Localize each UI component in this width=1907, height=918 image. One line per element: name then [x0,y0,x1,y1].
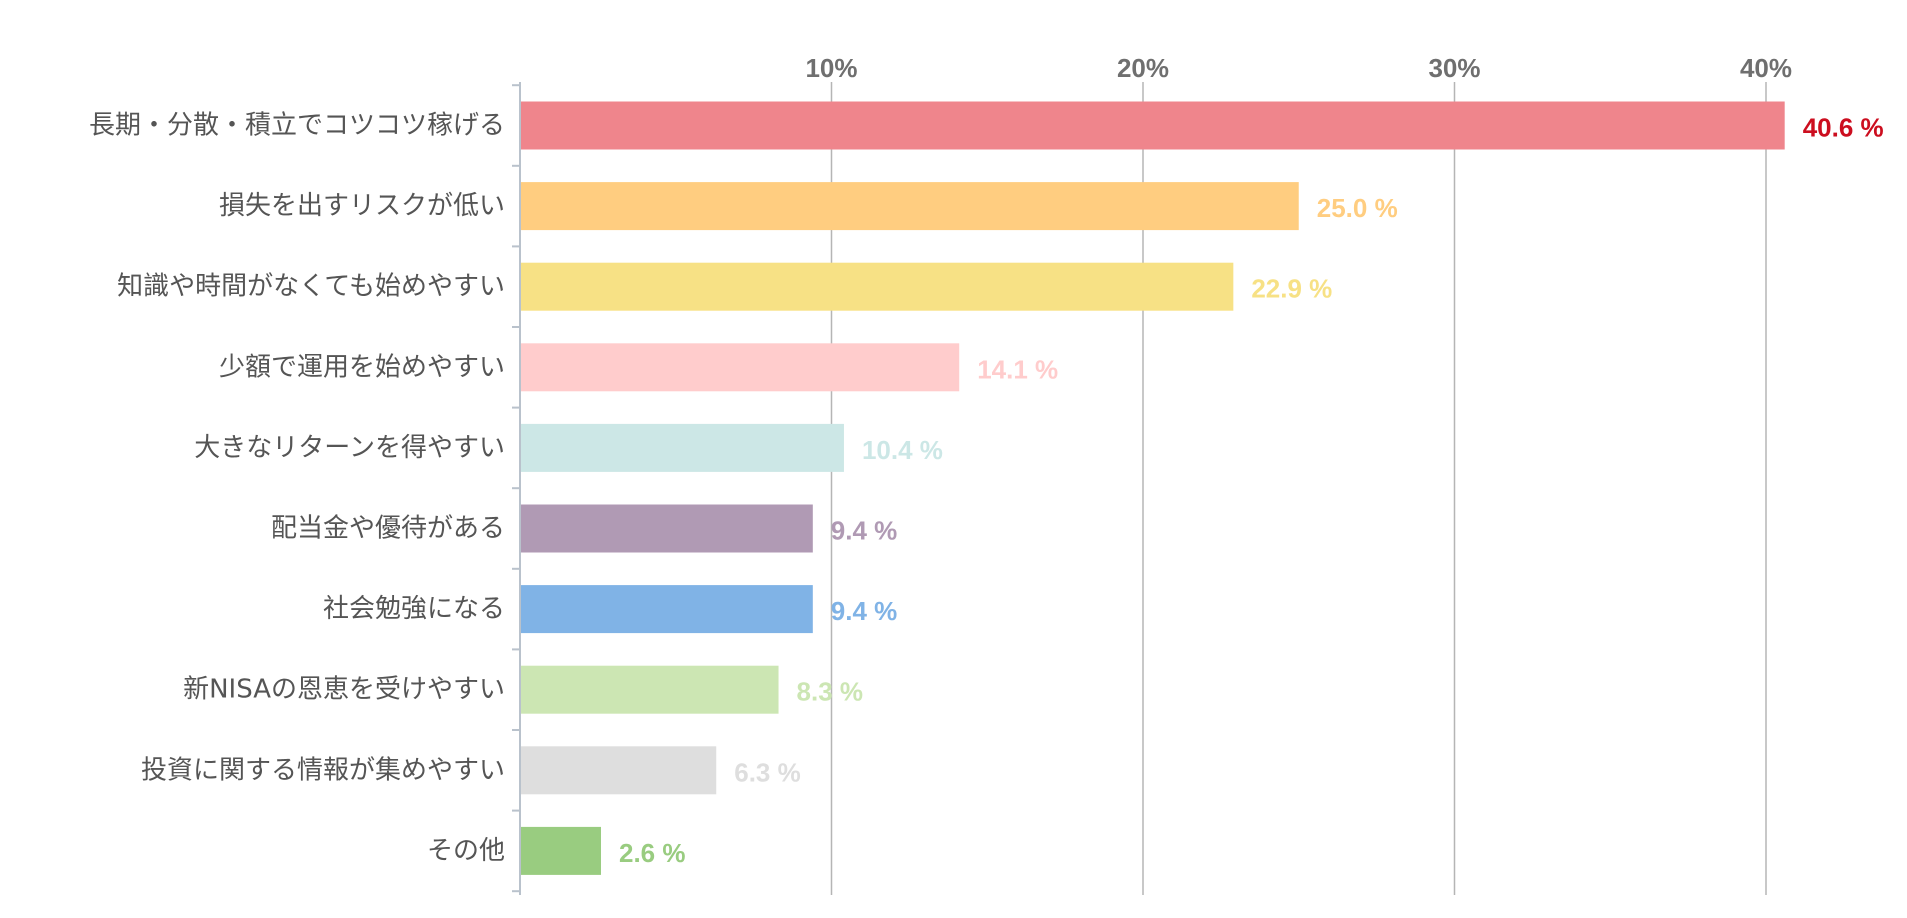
value-label: 2.6 % [619,838,686,868]
category-label: 配当金や優待がある [271,514,505,544]
category-label: 知識や時間がなくても始めやすい [117,272,505,302]
value-label: 10.4 % [862,435,943,465]
x-axis-ticks: 10% 20% 30% 40% [805,53,1792,83]
category-label: 大きなリターンを得やすい [194,433,505,463]
bar [520,504,813,553]
value-label: 25.0 % [1317,193,1398,223]
bar [520,343,960,392]
bar [520,101,1785,150]
bar [520,585,813,634]
bar [520,746,717,795]
x-tick-label: 30% [1428,53,1480,83]
category-label: 長期・分散・積立でコツコツ稼げる [89,111,505,141]
value-label: 6.3 % [734,757,801,787]
x-tick-label: 20% [1117,53,1169,83]
y-axis [512,82,521,895]
bar [520,826,601,875]
bar [520,423,844,472]
value-label: 9.4 % [831,516,898,546]
category-label: 投資に関する情報が集めやすい [141,755,505,785]
bar [520,665,779,714]
category-label: 新NISAの恩恵を受けやすい [183,675,505,705]
category-label: 少額で運用を始めやすい [219,352,505,382]
category-label: 社会勉強になる [323,594,505,624]
value-label: 8.3 % [797,677,864,707]
bar [520,262,1234,311]
value-label: 14.1 % [977,354,1058,384]
x-tick-label: 40% [1740,53,1792,83]
category-labels: 長期・分散・積立でコツコツ稼げる損失を出すリスクが低い知識や時間がなくても始めや… [89,111,505,866]
category-label: 損失を出すリスクが低い [219,191,505,221]
value-labels: 40.6 % 25.0 % 22.9 % 14.1 % 10.4 % 9.4 % 9.4 %… [619,113,1884,868]
bars [520,101,1785,875]
bar [520,182,1299,231]
value-label: 9.4 % [831,596,898,626]
x-tick-label: 10% [805,53,857,83]
category-label: その他 [427,836,505,866]
value-label: 40.6 % [1803,113,1884,143]
value-label: 22.9 % [1251,274,1332,304]
